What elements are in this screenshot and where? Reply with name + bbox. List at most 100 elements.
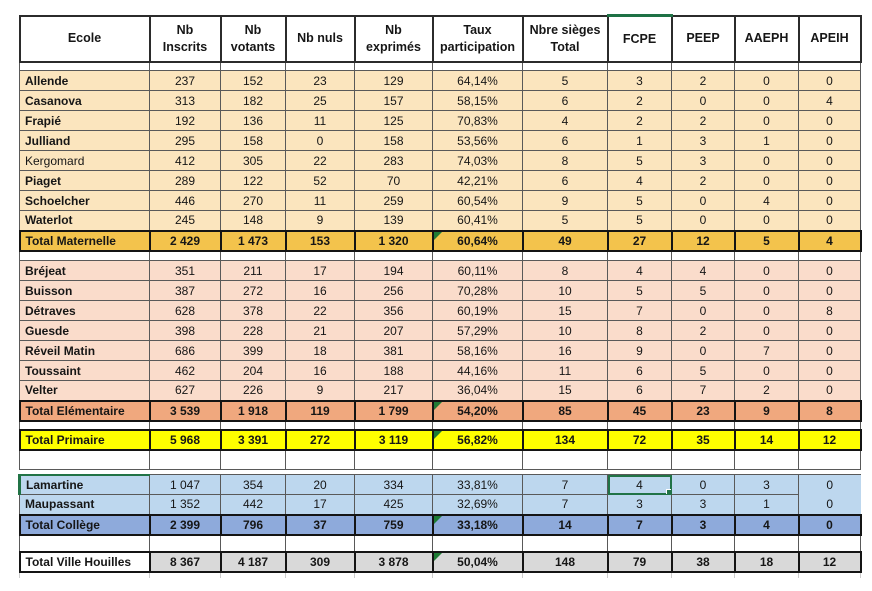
cell-nuls[interactable]: 16: [285, 360, 355, 381]
cell-fcpe[interactable]: 7: [607, 300, 672, 321]
cell-sieges[interactable]: 9: [522, 190, 608, 211]
cell-inscrits[interactable]: 387: [149, 280, 221, 301]
cell-nuls[interactable]: 23: [285, 70, 355, 91]
cell-apeih[interactable]: 0: [798, 280, 861, 301]
cell-sieges[interactable]: 49: [521, 229, 609, 252]
cell-inscrits[interactable]: 627: [149, 380, 221, 401]
cell-exprimes[interactable]: 425: [354, 494, 433, 515]
cell-sieges[interactable]: 10: [522, 320, 608, 341]
cell-apeih[interactable]: 8: [798, 300, 861, 321]
cell-taux[interactable]: 70,28%: [432, 280, 523, 301]
cell-nuls[interactable]: 272: [284, 428, 356, 451]
cell-peep[interactable]: 2: [671, 170, 735, 191]
col-header-exprimes[interactable]: Nb exprimés: [353, 14, 434, 63]
cell-sieges[interactable]: 10: [522, 280, 608, 301]
cell-fcpe[interactable]: 5: [607, 210, 672, 231]
cell-exprimes[interactable]: 381: [354, 340, 433, 361]
school-name-cell[interactable]: Détraves: [19, 300, 150, 321]
cell-sieges[interactable]: 11: [522, 360, 608, 381]
cell-sieges[interactable]: 14: [521, 513, 609, 536]
cell-peep[interactable]: 12: [670, 229, 736, 252]
cell-votants[interactable]: 148: [220, 210, 286, 231]
cell-exprimes[interactable]: 1 320: [353, 229, 434, 252]
cell-aaeph[interactable]: 0: [734, 170, 799, 191]
cell-apeih[interactable]: 0: [798, 190, 861, 211]
school-name-cell[interactable]: Total Ville Houilles: [18, 550, 151, 573]
cell-inscrits[interactable]: 398: [149, 320, 221, 341]
cell-peep[interactable]: 0: [671, 210, 735, 231]
cell-taux[interactable]: 60,54%: [432, 190, 523, 211]
cell-fcpe[interactable]: 45: [606, 399, 673, 422]
cell-aaeph[interactable]: 5: [733, 229, 800, 252]
cell-taux[interactable]: 32,69%: [432, 494, 523, 515]
cell-nuls[interactable]: 22: [285, 150, 355, 171]
cell-taux[interactable]: 74,03%: [432, 150, 523, 171]
cell-apeih[interactable]: 0: [798, 150, 861, 171]
cell-fcpe[interactable]: 3: [607, 494, 672, 515]
cell-nuls[interactable]: 9: [285, 380, 355, 401]
school-name-cell[interactable]: Schoelcher: [19, 190, 150, 211]
cell-taux[interactable]: 33,81%: [432, 474, 523, 495]
cell-aaeph[interactable]: 0: [734, 150, 799, 171]
cell-aaeph[interactable]: 0: [734, 320, 799, 341]
cell-peep[interactable]: 23: [670, 399, 736, 422]
school-name-cell[interactable]: Casanova: [19, 90, 150, 111]
cell-apeih[interactable]: 0: [798, 70, 861, 91]
cell-peep[interactable]: 0: [671, 190, 735, 211]
cell-sieges[interactable]: 85: [521, 399, 609, 422]
cell-peep[interactable]: 3: [671, 494, 735, 515]
cell-votants[interactable]: 4 187: [219, 550, 287, 573]
cell-aaeph[interactable]: 4: [734, 190, 799, 211]
school-name-cell[interactable]: Total Collège: [18, 513, 151, 536]
cell-inscrits[interactable]: 628: [149, 300, 221, 321]
cell-peep[interactable]: 5: [671, 280, 735, 301]
cell-apeih[interactable]: 0: [798, 474, 861, 495]
cell-aaeph[interactable]: 18: [733, 550, 800, 573]
cell-exprimes[interactable]: 70: [354, 170, 433, 191]
cell-aaeph[interactable]: 0: [734, 280, 799, 301]
cell-exprimes[interactable]: 356: [354, 300, 433, 321]
cell-fcpe[interactable]: 72: [606, 428, 673, 451]
cell-exprimes[interactable]: 334: [354, 474, 433, 495]
cell-inscrits[interactable]: 3 539: [148, 399, 222, 422]
cell-exprimes[interactable]: 217: [354, 380, 433, 401]
cell-fcpe[interactable]: 1: [607, 130, 672, 151]
cell-fcpe[interactable]: 5: [607, 150, 672, 171]
cell-votants[interactable]: 152: [220, 70, 286, 91]
cell-inscrits[interactable]: 245: [149, 210, 221, 231]
cell-apeih[interactable]: 0: [798, 360, 861, 381]
cell-aaeph[interactable]: 1: [734, 494, 799, 515]
cell-apeih[interactable]: 0: [798, 494, 861, 515]
cell-peep[interactable]: 0: [671, 340, 735, 361]
cell-apeih[interactable]: 0: [798, 110, 861, 131]
cell-votants[interactable]: 204: [220, 360, 286, 381]
cell-nuls[interactable]: 17: [285, 260, 355, 281]
cell-inscrits[interactable]: 2 399: [148, 513, 222, 536]
cell-sieges[interactable]: 16: [522, 340, 608, 361]
cell-peep[interactable]: 2: [671, 110, 735, 131]
cell-apeih[interactable]: 12: [797, 428, 862, 451]
cell-fcpe[interactable]: 2: [607, 110, 672, 131]
cell-peep[interactable]: 2: [671, 70, 735, 91]
cell-inscrits[interactable]: 237: [149, 70, 221, 91]
cell-votants[interactable]: 122: [220, 170, 286, 191]
cell-apeih[interactable]: 4: [798, 90, 861, 111]
cell-taux[interactable]: 60,64%: [431, 229, 524, 252]
cell-peep[interactable]: 0: [671, 90, 735, 111]
cell-sieges[interactable]: 5: [522, 210, 608, 231]
cell-inscrits[interactable]: 412: [149, 150, 221, 171]
cell-taux[interactable]: 44,16%: [432, 360, 523, 381]
cell-apeih[interactable]: 4: [797, 229, 862, 252]
school-name-cell[interactable]: Julliand: [19, 130, 150, 151]
cell-votants[interactable]: 378: [220, 300, 286, 321]
cell-taux[interactable]: 53,56%: [432, 130, 523, 151]
cell-apeih[interactable]: 0: [798, 260, 861, 281]
cell-nuls[interactable]: 21: [285, 320, 355, 341]
cell-votants[interactable]: 272: [220, 280, 286, 301]
cell-taux[interactable]: 70,83%: [432, 110, 523, 131]
col-header-sieges[interactable]: Nbre sièges Total: [521, 14, 609, 63]
cell-inscrits[interactable]: 8 367: [148, 550, 222, 573]
cell-taux[interactable]: 36,04%: [432, 380, 523, 401]
cell-nuls[interactable]: 18: [285, 340, 355, 361]
cell-sieges[interactable]: 4: [522, 110, 608, 131]
